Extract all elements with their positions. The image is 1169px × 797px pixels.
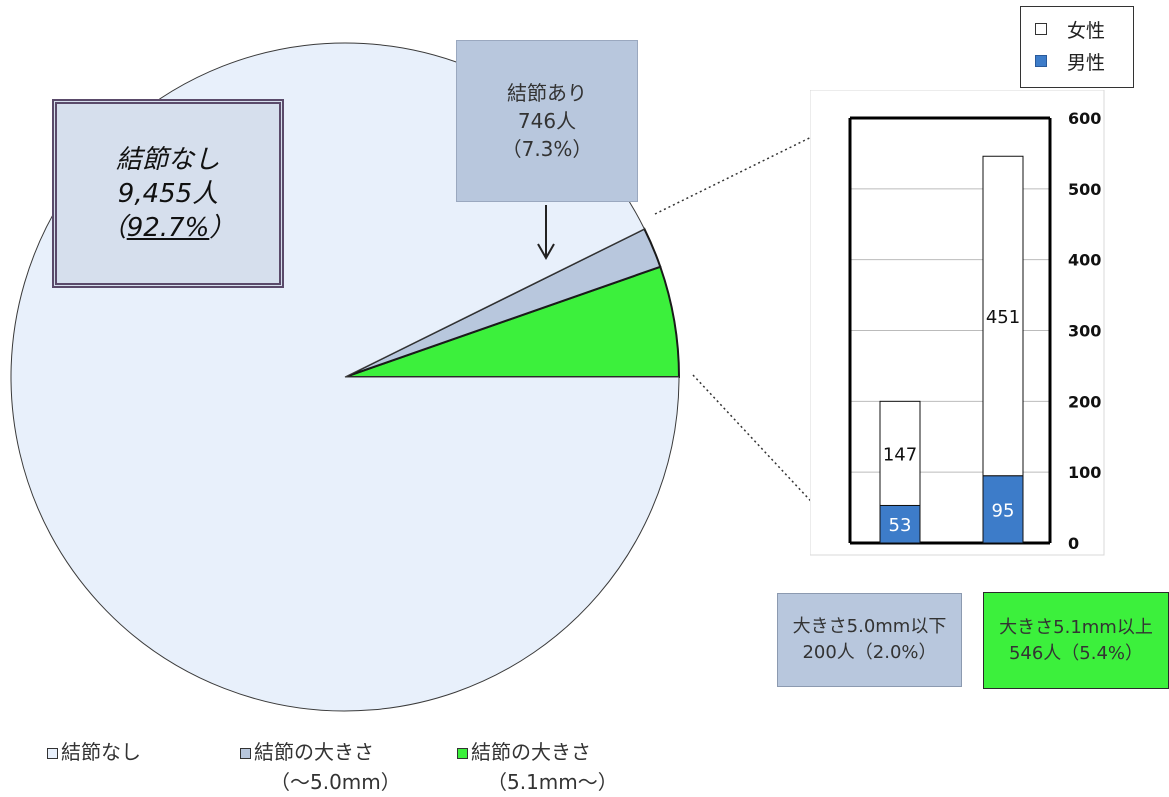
legend-swatch-male (1035, 55, 1047, 67)
legend-label-male: 男性 (1067, 51, 1106, 74)
pie-legend-item-small: 結節の大きさ （〜5.0mm） (240, 737, 401, 797)
pie-legend-item-none: 結節なし (47, 737, 141, 767)
size-large-count: 546人（5.4%） (1008, 642, 1144, 664)
y-tick-label: 200 (1068, 392, 1101, 411)
pie-legend-swatch-small (240, 748, 251, 759)
pie-legend-label-none: 結節なし (61, 740, 141, 764)
pie-legend-label-large: 結節の大きさ (471, 740, 591, 764)
pie-legend-swatch-none (47, 748, 58, 759)
pie-legend-label-small: 結節の大きさ (254, 740, 374, 764)
bar-value-label: 53 (889, 515, 912, 536)
pie-legend-sub-large: （5.1mm〜） (487, 770, 618, 794)
y-tick-label: 400 (1068, 251, 1101, 270)
callout-with-nodule-count: 746人 (517, 109, 577, 133)
arrow-head (537, 243, 555, 261)
bar-value-label: 147 (883, 444, 917, 465)
legend-item-male: 男性 (1035, 45, 1133, 77)
bar-legend: 女性 男性 (1020, 6, 1134, 88)
callout-no-nodule-count: 9,455人 (117, 178, 219, 209)
legend-swatch-female (1035, 23, 1047, 35)
size-large-label: 大きさ5.1mm以上 (999, 616, 1153, 638)
size-small-count: 200人（2.0%） (802, 642, 937, 663)
callout-no-nodule-percent: （92.7%） (100, 212, 236, 243)
pie-legend-swatch-large (457, 748, 468, 759)
stacked-bar-chart: 53 147 95 451 0 100 200 300 400 500 600 (810, 90, 1105, 556)
pie-legend-sub-small: （〜5.0mm） (270, 770, 401, 794)
bar-segment-male (982, 475, 1024, 544)
callout-with-nodule-title: 結節あり (507, 81, 587, 105)
y-tick-label: 0 (1068, 534, 1079, 553)
y-tick-label: 100 (1068, 463, 1101, 482)
bar-segment-female (879, 400, 921, 506)
pie-legend-item-large: 結節の大きさ （5.1mm〜） (457, 737, 618, 797)
callout-with-nodule-percent: （7.3%） (501, 137, 593, 161)
size-box-small: 大きさ5.0mm以下 200人（2.0%） (777, 593, 962, 687)
bar-value-label: 95 (992, 500, 1015, 521)
size-small-label: 大きさ5.0mm以下 (792, 616, 947, 637)
callout-with-nodule: 結節あり 746人 （7.3%） (456, 40, 638, 202)
y-tick-label: 500 (1068, 180, 1101, 199)
y-tick-label: 600 (1068, 109, 1101, 128)
bar-segment-female (982, 155, 1024, 477)
size-box-large: 大きさ5.1mm以上 546人（5.4%） (983, 592, 1169, 689)
bar-value-label: 451 (986, 307, 1020, 328)
callout-no-nodule: 結節なし 9,455人 （92.7%） (52, 99, 284, 288)
legend-item-female: 女性 (1035, 13, 1133, 45)
legend-label-female: 女性 (1067, 19, 1106, 42)
callout-no-nodule-title: 結節なし (115, 144, 220, 175)
bar-chart-frame (810, 90, 1105, 556)
y-tick-label: 300 (1068, 322, 1101, 341)
